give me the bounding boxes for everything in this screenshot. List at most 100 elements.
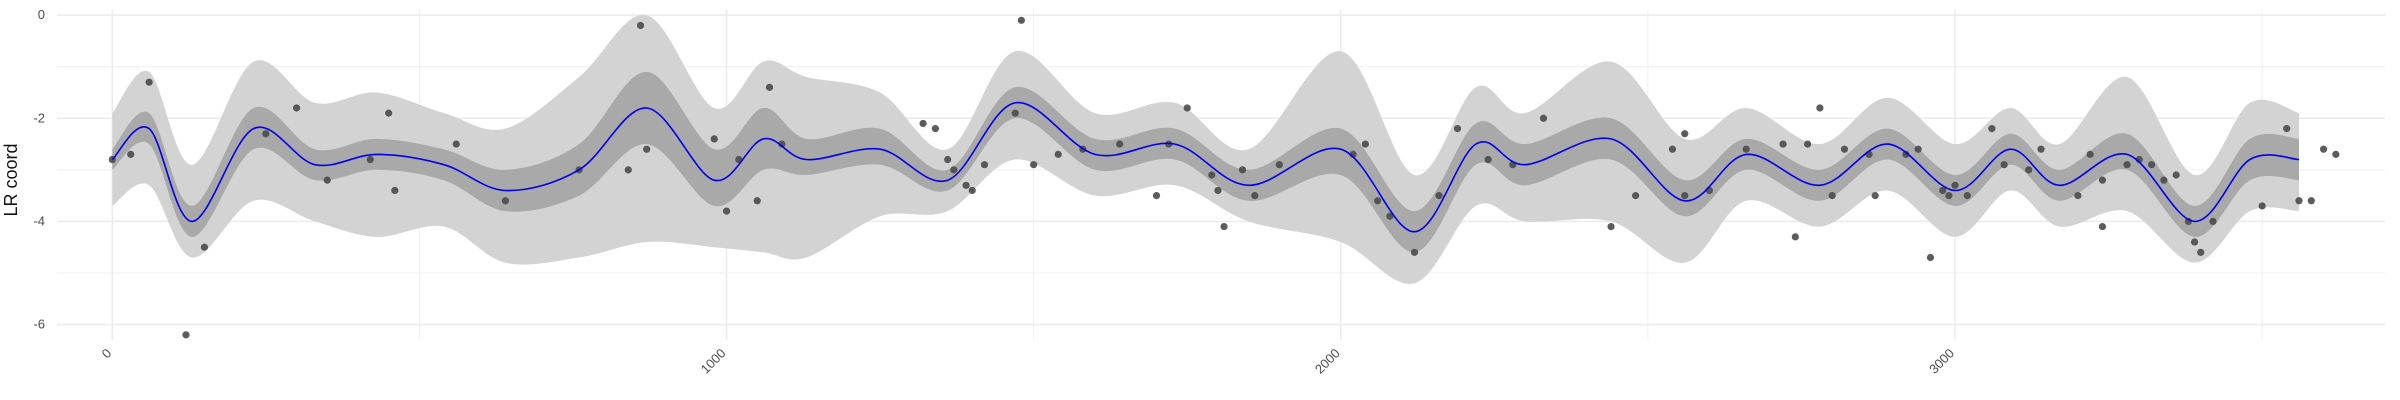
data-point-54 bbox=[1539, 114, 1548, 122]
data-point-82 bbox=[2086, 150, 2094, 158]
data-point-88 bbox=[2160, 176, 2168, 184]
data-point-73 bbox=[1939, 186, 1947, 195]
data-point-39 bbox=[1208, 171, 1216, 179]
data-point-72 bbox=[1926, 253, 1935, 262]
y-tick-label-3: -6 bbox=[33, 317, 45, 332]
data-point-31 bbox=[1017, 16, 1025, 24]
data-point-94 bbox=[2258, 202, 2266, 210]
data-point-67 bbox=[1840, 145, 1849, 153]
data-point-22 bbox=[778, 140, 786, 148]
data-point-2 bbox=[145, 78, 153, 86]
data-point-32 bbox=[1030, 161, 1038, 169]
data-point-25 bbox=[944, 155, 952, 164]
confidence-bands bbox=[112, 14, 2299, 284]
x-tick-label-0: 0 bbox=[99, 346, 115, 362]
data-point-85 bbox=[2123, 161, 2131, 169]
data-point-42 bbox=[1238, 166, 1247, 174]
data-point-26 bbox=[950, 166, 958, 174]
data-point-51 bbox=[1453, 124, 1462, 133]
data-point-99 bbox=[2332, 150, 2340, 158]
data-point-89 bbox=[2172, 171, 2180, 179]
data-point-44 bbox=[1275, 161, 1283, 169]
data-point-93 bbox=[2209, 217, 2217, 226]
data-point-50 bbox=[1435, 192, 1443, 200]
data-point-33 bbox=[1054, 150, 1062, 158]
data-point-17 bbox=[710, 135, 718, 143]
data-point-78 bbox=[2000, 161, 2008, 169]
data-point-60 bbox=[1705, 186, 1713, 195]
data-point-76 bbox=[1963, 192, 1971, 200]
data-point-70 bbox=[1902, 150, 1910, 158]
data-point-35 bbox=[1116, 140, 1124, 148]
data-point-98 bbox=[2319, 145, 2328, 153]
data-point-84 bbox=[2098, 176, 2107, 184]
data-point-65 bbox=[1816, 104, 1824, 112]
data-point-83 bbox=[2098, 222, 2107, 231]
data-point-58 bbox=[1681, 130, 1689, 138]
x-tick-label-2: 2000 bbox=[1312, 346, 1343, 377]
data-point-77 bbox=[1988, 124, 1996, 133]
data-point-64 bbox=[1804, 140, 1812, 148]
data-point-23 bbox=[919, 119, 927, 128]
data-point-40 bbox=[1214, 186, 1222, 195]
data-point-12 bbox=[501, 197, 510, 205]
data-point-87 bbox=[2147, 161, 2156, 169]
data-point-4 bbox=[200, 243, 209, 251]
data-points bbox=[108, 16, 2340, 339]
data-point-91 bbox=[2190, 238, 2199, 246]
data-point-74 bbox=[1945, 192, 1953, 200]
data-point-49 bbox=[1410, 248, 1419, 256]
data-point-96 bbox=[2295, 197, 2303, 205]
data-point-36 bbox=[1152, 192, 1161, 200]
data-point-6 bbox=[292, 104, 301, 112]
data-point-79 bbox=[2025, 166, 2033, 174]
data-point-21 bbox=[765, 83, 774, 91]
data-point-15 bbox=[636, 21, 645, 30]
data-point-43 bbox=[1251, 192, 1259, 200]
data-point-66 bbox=[1828, 192, 1836, 200]
data-point-7 bbox=[323, 176, 331, 184]
data-point-80 bbox=[2037, 145, 2045, 153]
data-point-28 bbox=[980, 161, 989, 169]
data-point-59 bbox=[1681, 192, 1689, 200]
data-point-62 bbox=[1779, 140, 1787, 148]
data-point-63 bbox=[1791, 233, 1799, 241]
data-point-11 bbox=[452, 140, 460, 148]
data-point-30 bbox=[1011, 109, 1019, 117]
data-point-16 bbox=[643, 145, 651, 153]
data-point-41 bbox=[1220, 222, 1228, 231]
data-point-52 bbox=[1484, 155, 1492, 164]
data-point-24 bbox=[931, 124, 939, 133]
data-point-9 bbox=[385, 109, 393, 117]
data-point-1 bbox=[127, 150, 135, 158]
data-point-56 bbox=[1632, 192, 1640, 200]
x-tick-label-3: 3000 bbox=[1926, 346, 1957, 377]
data-point-57 bbox=[1668, 145, 1677, 153]
data-point-92 bbox=[2197, 248, 2205, 256]
y-axis-title: LR coord bbox=[1, 143, 21, 216]
data-point-71 bbox=[1914, 145, 1922, 153]
data-point-5 bbox=[262, 130, 270, 138]
mean-line bbox=[111, 101, 2300, 233]
y-tick-label-2: -4 bbox=[33, 213, 45, 228]
y-tick-label-1: -2 bbox=[33, 110, 45, 125]
data-point-55 bbox=[1607, 222, 1615, 231]
data-point-47 bbox=[1374, 197, 1382, 205]
data-point-95 bbox=[2283, 124, 2291, 133]
data-point-10 bbox=[391, 186, 399, 195]
data-point-38 bbox=[1183, 104, 1191, 112]
data-point-46 bbox=[1361, 140, 1369, 148]
data-point-14 bbox=[624, 166, 632, 174]
data-point-61 bbox=[1742, 145, 1750, 153]
data-point-27 bbox=[962, 181, 970, 189]
data-point-18 bbox=[722, 207, 731, 215]
data-point-69 bbox=[1871, 192, 1879, 200]
data-point-8 bbox=[366, 155, 374, 164]
x-tick-label-1: 1000 bbox=[698, 346, 729, 377]
data-point-20 bbox=[753, 197, 761, 205]
data-point-48 bbox=[1386, 212, 1394, 220]
data-point-97 bbox=[2307, 197, 2315, 205]
data-point-29 bbox=[968, 186, 976, 195]
y-tick-label-0: 0 bbox=[38, 7, 45, 22]
